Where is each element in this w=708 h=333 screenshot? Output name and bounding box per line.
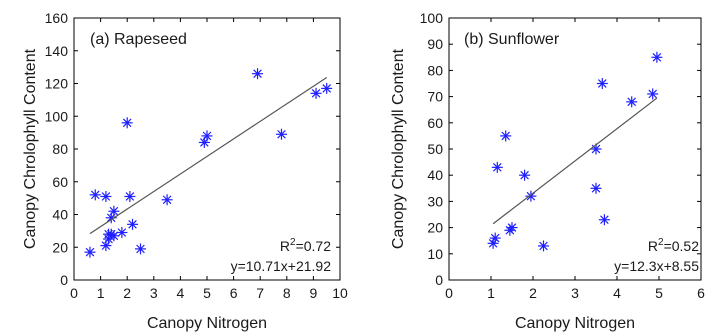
y-axis-label: Canopy Chrolophyll Content xyxy=(390,48,407,249)
data-points xyxy=(487,51,663,252)
x-tick-label: 0 xyxy=(445,285,453,301)
x-tick-label: 4 xyxy=(177,285,185,301)
data-point xyxy=(84,246,96,258)
data-point xyxy=(108,230,120,242)
data-point xyxy=(310,87,322,99)
x-tick-label: 3 xyxy=(571,285,579,301)
y-tick-label: 10 xyxy=(427,246,443,262)
data-point xyxy=(201,130,213,142)
data-point xyxy=(500,130,512,142)
y-tick-label: 90 xyxy=(427,36,443,52)
data-point xyxy=(116,227,128,239)
data-point xyxy=(491,161,503,173)
data-point xyxy=(596,78,608,89)
data-point xyxy=(89,189,101,201)
x-tick-label: 8 xyxy=(283,285,291,301)
y-tick-label: 0 xyxy=(60,272,68,288)
data-point xyxy=(651,51,663,63)
y-tick-label: 100 xyxy=(420,10,444,26)
data-point xyxy=(127,218,139,230)
plot-frame xyxy=(73,17,341,281)
data-points xyxy=(84,68,333,258)
x-tick-label: 2 xyxy=(529,285,537,301)
data-point xyxy=(489,232,501,244)
data-point xyxy=(121,117,133,129)
x-tick-label: 0 xyxy=(70,285,78,301)
x-tick-label: 10 xyxy=(332,285,348,301)
y-tick-label: 40 xyxy=(52,207,68,223)
y-axis-label: Canopy Chrolophyll Content xyxy=(22,48,39,249)
y-tick-label: 40 xyxy=(427,167,443,183)
y-tick-label: 120 xyxy=(45,76,69,92)
data-point xyxy=(252,68,264,80)
data-point xyxy=(590,182,602,194)
data-point xyxy=(538,240,549,252)
y-tick-label: 140 xyxy=(45,43,69,59)
plot-frame xyxy=(448,17,702,281)
data-point xyxy=(647,88,659,100)
regression-line xyxy=(89,76,328,235)
y-tick-label: 60 xyxy=(427,115,443,131)
r-squared-label: R2=0.72 xyxy=(280,237,331,254)
y-tick-label: 50 xyxy=(427,141,443,157)
data-point xyxy=(598,214,610,226)
x-axis-label: Canopy Nitrogen xyxy=(515,315,635,332)
regression-line xyxy=(492,97,658,225)
data-point xyxy=(124,190,136,202)
y-tick-label: 80 xyxy=(52,141,68,157)
x-tick-label: 6 xyxy=(697,285,705,301)
regression-equation: y=12.3x+8.55 xyxy=(614,258,699,274)
regression-equation: y=10.71x+21.92 xyxy=(231,258,332,274)
y-tick-label: 70 xyxy=(427,89,443,105)
data-point xyxy=(161,194,173,206)
data-point xyxy=(135,243,146,255)
x-tick-label: 5 xyxy=(203,285,211,301)
data-point xyxy=(626,96,638,108)
x-tick-label: 3 xyxy=(150,285,158,301)
y-tick-label: 60 xyxy=(52,174,68,190)
x-tick-label: 1 xyxy=(97,285,105,301)
y-tick-label: 0 xyxy=(435,272,443,288)
r-squared-label: R2=0.52 xyxy=(648,237,699,254)
x-tick-label: 9 xyxy=(310,285,318,301)
panel-title: (b) Sunflower xyxy=(464,31,560,48)
x-tick-label: 7 xyxy=(256,285,264,301)
y-tick-label: 20 xyxy=(427,220,443,236)
x-axis-label: Canopy Nitrogen xyxy=(147,315,267,332)
y-tick-label: 30 xyxy=(427,193,443,209)
y-tick-label: 100 xyxy=(45,108,69,124)
y-tick-label: 20 xyxy=(52,239,68,255)
data-point xyxy=(525,190,537,202)
y-tick-label: 80 xyxy=(427,62,443,78)
data-point xyxy=(108,205,120,217)
y-tick-label: 160 xyxy=(45,10,69,26)
data-point xyxy=(321,82,333,94)
panel-title: (a) Rapeseed xyxy=(90,31,187,48)
x-tick-label: 2 xyxy=(123,285,131,301)
x-tick-label: 6 xyxy=(230,285,238,301)
data-point xyxy=(100,190,112,202)
x-tick-label: 1 xyxy=(487,285,495,301)
data-point xyxy=(519,169,531,181)
data-point xyxy=(506,222,518,234)
x-tick-label: 4 xyxy=(613,285,621,301)
data-point xyxy=(100,240,112,252)
data-point xyxy=(275,128,287,140)
x-tick-label: 5 xyxy=(655,285,663,301)
